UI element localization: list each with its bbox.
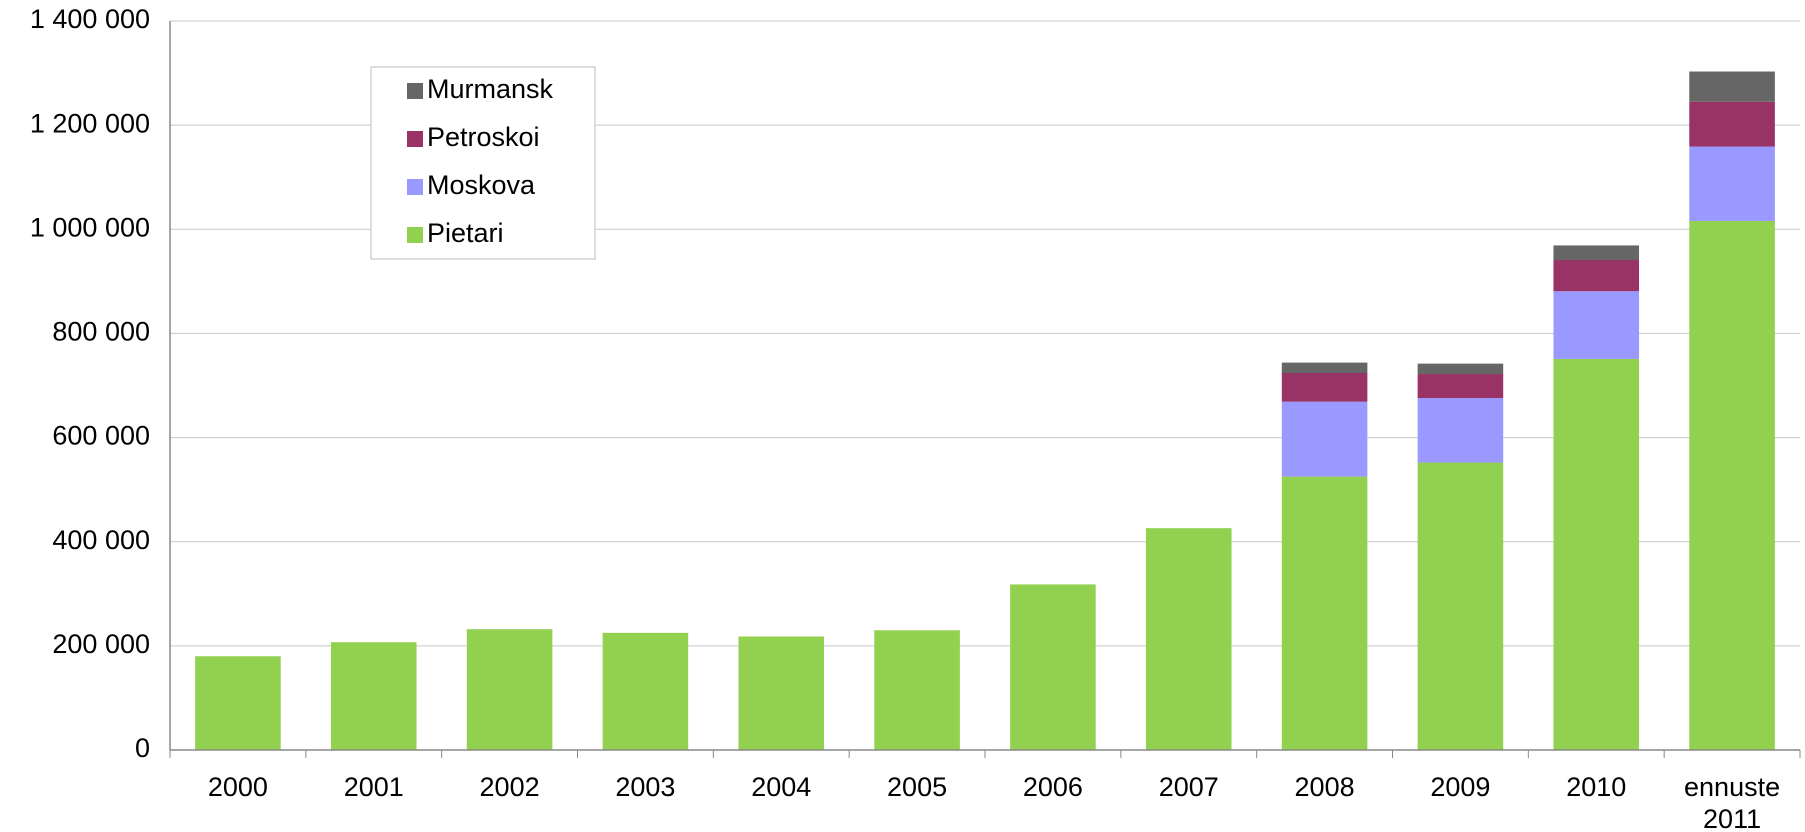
bar-segment [330, 642, 417, 750]
bar-segment [1010, 584, 1096, 750]
bar-segment [1689, 146, 1775, 221]
y-tick-label: 800 000 [52, 317, 150, 347]
x-tick-label: 2004 [751, 772, 812, 802]
bar-segment [1689, 220, 1775, 750]
bar-segment [1689, 71, 1775, 102]
x-tick-label: 2007 [1158, 772, 1219, 802]
legend-label: Petroskoi [427, 122, 540, 152]
bar-segment [1553, 358, 1640, 750]
legend-label: Pietari [427, 218, 504, 248]
bar-segment [1281, 362, 1368, 374]
bar-segment [1281, 373, 1368, 402]
bar-segment [1553, 291, 1640, 359]
x-tick-label: 2002 [479, 772, 540, 802]
bar-segment [1553, 245, 1640, 261]
legend-swatch [407, 83, 423, 99]
legend-swatch [407, 179, 423, 195]
bar-segment [1281, 401, 1368, 477]
x-tick-label: 2001 [343, 772, 404, 802]
legend-label: Moskova [427, 170, 536, 200]
x-tick-label: 2005 [887, 772, 948, 802]
x-tick-label: 2006 [1022, 772, 1083, 802]
x-tick-label: 2000 [207, 772, 268, 802]
y-tick-label: 400 000 [52, 525, 150, 555]
bar-segment [738, 636, 825, 750]
legend-label: Murmansk [427, 74, 554, 104]
x-tick-label: 2003 [615, 772, 676, 802]
x-tick-label: 2009 [1430, 772, 1491, 802]
bar-segment [1417, 462, 1504, 750]
bar-segment [1417, 363, 1504, 375]
y-tick-label: 0 [135, 733, 150, 763]
x-tick-label: 2008 [1294, 772, 1355, 802]
bar-segment [1145, 528, 1232, 750]
legend-swatch [407, 131, 423, 147]
y-tick-label: 1 400 000 [30, 4, 150, 34]
bar-segment [1417, 374, 1504, 398]
bar-segment [602, 632, 689, 750]
bar-segment [466, 629, 553, 750]
y-tick-label: 1 200 000 [30, 108, 150, 138]
bar-segment [1689, 101, 1775, 147]
bar-segment [1417, 397, 1504, 463]
y-tick-label: 600 000 [52, 421, 150, 451]
bar-segment [195, 656, 281, 750]
x-tick-label: 2010 [1566, 772, 1627, 802]
y-tick-label: 1 000 000 [30, 212, 150, 242]
x-tick-label: ennuste 2011 [1684, 772, 1781, 832]
legend-swatch [407, 227, 423, 243]
bar-segment [874, 630, 960, 750]
y-tick-label: 200 000 [52, 629, 150, 659]
bar-segment [1553, 260, 1640, 292]
bar-segment [1281, 476, 1368, 750]
